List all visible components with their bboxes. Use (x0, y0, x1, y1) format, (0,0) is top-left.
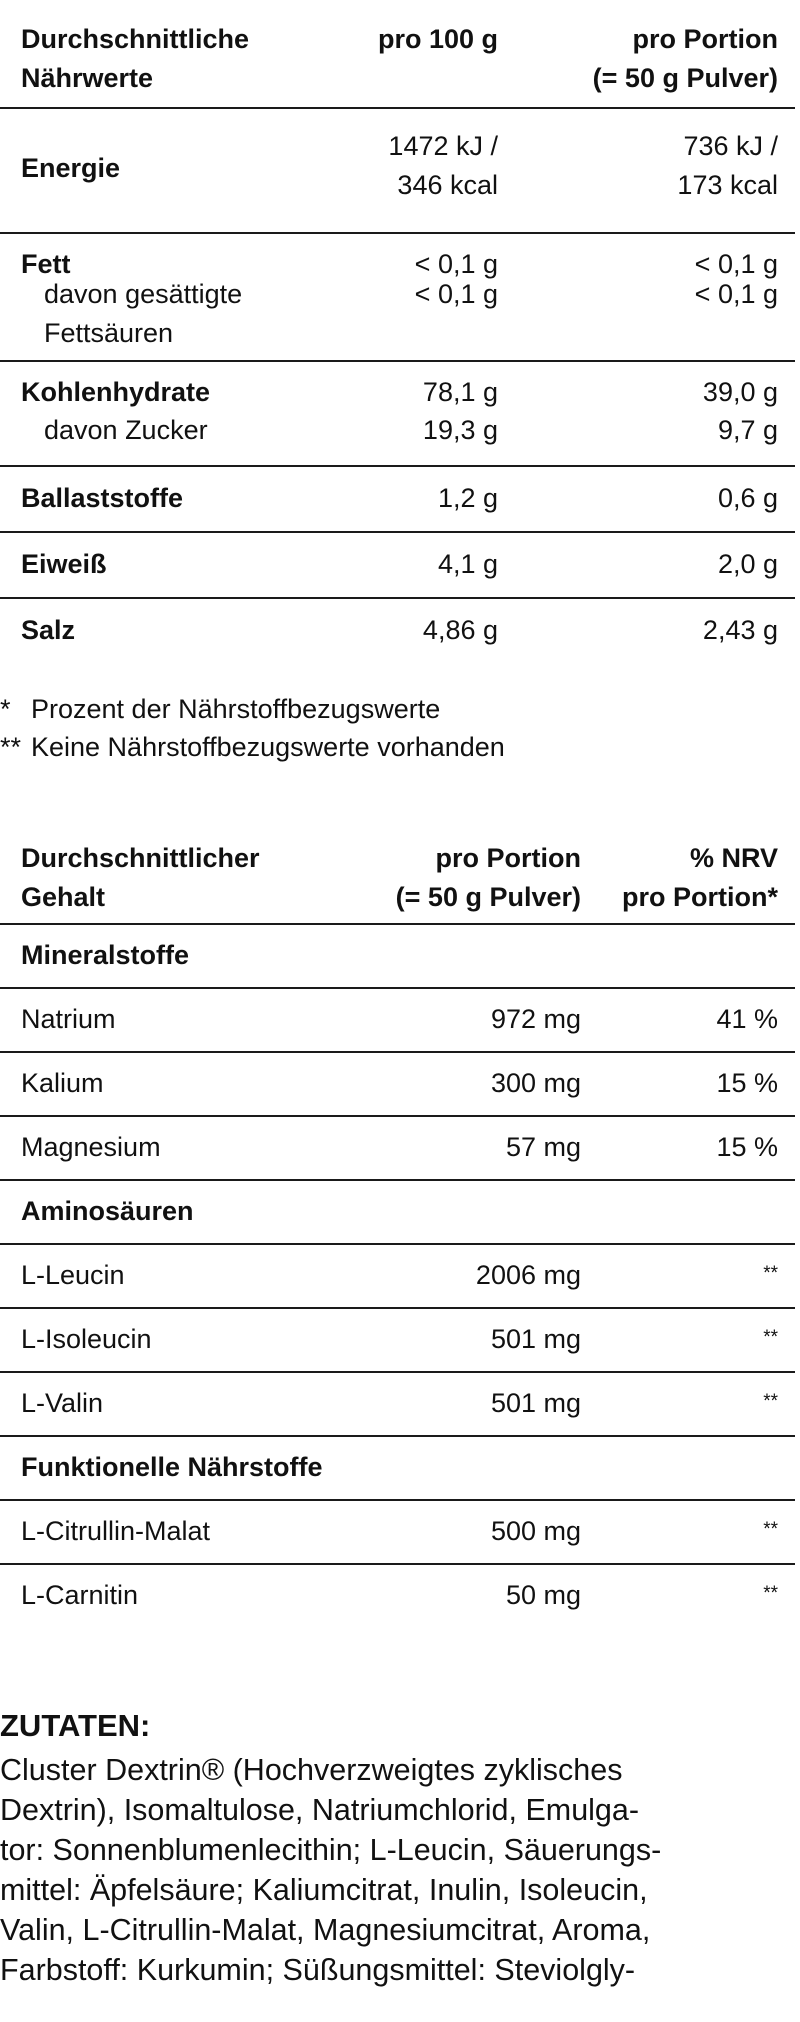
row-energie: Energie 1472 kJ / 346 kcal 736 kJ / 173 … (0, 109, 795, 234)
sub-value-per-100g: < 0,1 g (414, 279, 498, 309)
table-row: Kalium 300 mg 15 % (0, 1053, 795, 1117)
nrv-value: 15 % (716, 1132, 778, 1162)
footnote-text: Keine Nährstoffbezugswerte vorhanden (31, 732, 505, 762)
value-per-portion: 736 kJ / 173 kcal (677, 131, 778, 200)
sub-value-per-100g: 19,3 g (422, 415, 498, 445)
table-row: Magnesium 57 mg 15 % (0, 1117, 795, 1181)
row-label: L-Citrullin-Malat (21, 1516, 211, 1546)
value-per-portion: < 0,1 g (694, 249, 778, 279)
nrv-value: 41 % (716, 1004, 778, 1034)
amount-per-portion: 501 mg (490, 1388, 581, 1418)
header-per-portion: pro Portion (= 50 g Pulver) (592, 24, 778, 93)
value-per-100g: 1472 kJ / 346 kcal (388, 131, 498, 200)
value-per-100g: 4,86 g (422, 615, 498, 645)
section-label: Aminosäuren (21, 1196, 194, 1226)
nrv-value: ** (763, 1391, 778, 1412)
row-label: Energie (21, 153, 121, 183)
amount-per-portion: 57 mg (505, 1132, 581, 1162)
section-label: Funktionelle Nährstoffe (21, 1452, 323, 1482)
row-eiweiss: Eiweiß 4,1 g 2,0 g (0, 533, 795, 599)
amount-per-portion: 50 mg (505, 1580, 581, 1610)
table-row: Natrium 972 mg 41 % (0, 989, 795, 1053)
table-row: L-Citrullin-Malat 500 mg ** (0, 1501, 795, 1565)
row-label: Eiweiß (21, 549, 107, 579)
section-label: Mineralstoffe (21, 940, 190, 970)
row-label: Salz (21, 615, 76, 645)
table-row: L-Valin 501 mg ** (0, 1373, 795, 1437)
value-per-100g: 4,1 g (437, 549, 498, 579)
amount-per-portion: 500 mg (490, 1516, 581, 1546)
ingredients-title: ZUTATEN: (0, 1708, 151, 1743)
table-row: L-Leucin 2006 mg ** (0, 1245, 795, 1309)
nrv-value: ** (763, 1583, 778, 1604)
footnotes: * Prozent der Nährstoffbezugswerte ** Ke… (0, 690, 505, 766)
value-per-100g: 1,2 g (437, 483, 498, 513)
footnote-text: Prozent der Nährstoffbezugswerte (31, 694, 441, 724)
sub-value-per-portion: 9,7 g (717, 415, 778, 445)
table-header: Durchschnittlicher Gehalt pro Portion (=… (0, 836, 795, 925)
sub-value-per-portion: < 0,1 g (694, 279, 778, 309)
content-table-body: Mineralstoffe Natrium 972 mg 41 % Kalium 300 … (0, 925, 795, 1627)
row-label: Fett (21, 249, 71, 279)
row-label: Kohlenhydrate (21, 377, 211, 407)
nrv-value: ** (763, 1327, 778, 1348)
row-label: Natrium (21, 1004, 116, 1034)
ingredients-section: ZUTATEN: Cluster Dextrin® (Hochverzweigt… (0, 1704, 800, 1990)
amount-per-portion: 501 mg (490, 1324, 581, 1354)
footnote-mark: ** (0, 732, 22, 762)
value-per-portion: 39,0 g (702, 377, 778, 407)
header-nrv: % NRV pro Portion* (622, 843, 778, 912)
section-header-row: Mineralstoffe (0, 925, 795, 989)
row-label: L-Valin (21, 1388, 104, 1418)
header-content: Durchschnittlicher Gehalt (21, 843, 260, 912)
value-per-100g: < 0,1 g (414, 249, 498, 279)
content-table: Durchschnittlicher Gehalt pro Portion (=… (0, 836, 795, 1627)
row-label: L-Isoleucin (21, 1324, 152, 1354)
amount-per-portion: 972 mg (490, 1004, 581, 1034)
value-per-100g: 78,1 g (422, 377, 498, 407)
row-label: Kalium (21, 1068, 104, 1098)
value-per-portion: 0,6 g (717, 483, 778, 513)
footnote-no-nrv: ** Keine Nährstoffbezugswerte vorhanden (0, 728, 505, 766)
nrv-value: ** (763, 1519, 778, 1540)
row-label: Ballaststoffe (21, 483, 184, 513)
section-header-row: Funktionelle Nährstoffe (0, 1437, 795, 1501)
sub-row-label: davon Zucker (44, 415, 208, 445)
header-per-portion: pro Portion (= 50 g Pulver) (395, 843, 581, 912)
row-ballaststoffe: Ballaststoffe 1,2 g 0,6 g (0, 467, 795, 533)
amount-per-portion: 2006 mg (475, 1260, 581, 1290)
header-nutrients: Durchschnittliche Nährwerte (21, 24, 250, 93)
table-row: L-Isoleucin 501 mg ** (0, 1309, 795, 1373)
table-header: Durchschnittliche Nährwerte pro 100 g pr… (0, 0, 795, 109)
nrv-value: ** (763, 1263, 778, 1284)
nrv-value: 15 % (716, 1068, 778, 1098)
footnote-mark: * (0, 694, 11, 724)
amount-per-portion: 300 mg (490, 1068, 581, 1098)
value-per-portion: 2,0 g (717, 549, 778, 579)
table-row: L-Carnitin 50 mg ** (0, 1565, 795, 1627)
ingredients-text: Cluster Dextrin® (Hochverzweigtes zyklis… (0, 1753, 662, 1987)
sub-row-label: davon gesättigte Fettsäuren (44, 279, 243, 348)
row-salz: Salz 4,86 g 2,43 g (0, 599, 795, 663)
row-fett: Fett < 0,1 g < 0,1 g davon gesättigte Fe… (0, 234, 795, 362)
header-per-100g: pro 100 g (377, 24, 498, 54)
row-label: L-Leucin (21, 1260, 125, 1290)
row-label: L-Carnitin (21, 1580, 139, 1610)
value-per-portion: 2,43 g (702, 615, 778, 645)
row-kohlenhydrate: Kohlenhydrate 78,1 g 39,0 g davon Zucker… (0, 362, 795, 467)
nutrition-facts-table: Durchschnittliche Nährwerte pro 100 g pr… (0, 0, 795, 663)
section-header-row: Aminosäuren (0, 1181, 795, 1245)
footnote-nrv: * Prozent der Nährstoffbezugswerte (0, 690, 505, 728)
row-label: Magnesium (21, 1132, 161, 1162)
